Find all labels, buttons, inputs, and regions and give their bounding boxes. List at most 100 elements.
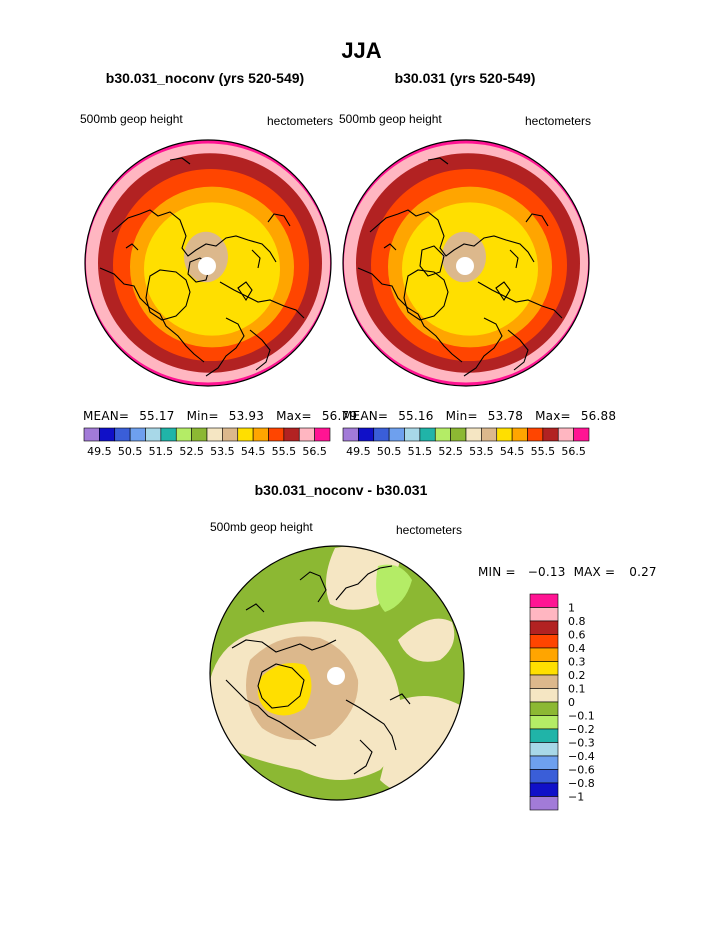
panel1-colorbar-box	[160, 427, 177, 442]
panel2-band-6	[442, 231, 486, 283]
panel3-colorbar-box	[529, 715, 559, 730]
panel2-colorbar-label: 51.5	[408, 445, 433, 458]
panel3-colorbar-box	[529, 782, 559, 797]
panel1-colorbar-box	[175, 427, 192, 442]
panel2-title: b30.031 (yrs 520-549)	[394, 70, 536, 86]
panel1-colorbar	[83, 427, 331, 442]
panel2-colorbar-labels: 49.5 50.5 51.5 52.5 53.5 54.5 55.5 56.5	[346, 445, 586, 458]
panel1-colorbar-label: 50.5	[118, 445, 143, 458]
panel1-colorbar-box	[283, 427, 300, 442]
panel3-colorbar-label: −0.6	[568, 764, 595, 777]
panel1-colorbar-label: 53.5	[210, 445, 235, 458]
panel1-colorbar-label: 55.5	[272, 445, 297, 458]
panel2-colorbar-box	[465, 427, 482, 442]
panel2-min-label: Min=	[445, 409, 478, 423]
panel3-left-label: 500mb geop height	[210, 520, 313, 534]
panel3-colorbar-box	[529, 728, 559, 743]
panel2-colorbar-box	[434, 427, 451, 442]
panel3-colorbar-box	[529, 647, 559, 662]
panel3-min-label: MIN =	[478, 565, 516, 579]
panel3-colorbar-box	[529, 634, 559, 649]
panel3-max-value: 0.27	[629, 565, 657, 579]
panel1-band-6	[184, 231, 228, 283]
panel2-colorbar-box	[388, 427, 405, 442]
panel2-stats: MEAN= 55.16 Min= 53.78 Max= 56.88	[342, 409, 616, 423]
panel3-title: b30.031_noconv - b30.031	[254, 482, 428, 498]
panel2-left-label: 500mb geop height	[339, 112, 442, 126]
panel1-max-label: Max=	[276, 409, 312, 423]
panel3-colorbar-label: 0.2	[568, 669, 586, 682]
panel3-colorbar-box	[529, 701, 559, 716]
panel2-colorbar-box	[527, 427, 544, 442]
panel2-colorbar-box	[404, 427, 421, 442]
panel2-max-label: Max=	[535, 409, 571, 423]
panel2-colorbar-label: 54.5	[500, 445, 525, 458]
panel3-colorbar-label: −0.8	[568, 777, 595, 790]
panel1-min-label: Min=	[186, 409, 219, 423]
panel1-mean-label: MEAN=	[83, 409, 130, 423]
panel3-region-max-positive	[257, 663, 312, 716]
panel2-colorbar-box	[511, 427, 528, 442]
panel3-colorbar-box	[529, 755, 559, 770]
panel2-colorbar-box	[573, 427, 590, 442]
panel1-left-label: 500mb geop height	[80, 112, 183, 126]
panel1-min-value: 53.93	[228, 409, 265, 423]
panel2-colorbar-box	[496, 427, 513, 442]
panel2-mean-value: 55.16	[398, 409, 434, 423]
panel1-max-value: 56.79	[321, 409, 358, 423]
panel2-colorbar-box	[557, 427, 574, 442]
panel1-coastlines	[99, 157, 305, 377]
panel2-colorbar-label: 52.5	[438, 445, 463, 458]
panel2-colorbar-box	[450, 427, 467, 442]
figure-title: JJA	[341, 38, 382, 63]
panel3-colorbar-box	[529, 661, 559, 676]
panel1-right-label: hectometers	[267, 114, 334, 128]
panel2-colorbar-box	[542, 427, 559, 442]
panel1-colorbar-label: 54.5	[241, 445, 266, 458]
panel3-colorbar-label: 0.1	[568, 683, 586, 696]
panel2-max-value: 56.88	[580, 409, 617, 423]
panel3-coastlines	[225, 565, 411, 775]
panel3-colorbar-box	[529, 607, 559, 622]
panel2-colorbar-box	[358, 427, 375, 442]
panel3-colorbar	[529, 593, 559, 811]
panel3-colorbar-labels: 10.80.60.40.30.20.10−0.1−0.2−0.3−0.4−0.6…	[568, 602, 595, 804]
panel1-stats: MEAN= 55.17 Min= 53.93 Max= 56.79	[83, 409, 357, 423]
panel2-colorbar-label: 49.5	[346, 445, 371, 458]
panel3-colorbar-label: 0.6	[568, 629, 586, 642]
panel2-right-label: hectometers	[525, 114, 592, 128]
panel2-colorbar-label: 53.5	[469, 445, 494, 458]
panel3-region-neutral-east	[398, 618, 455, 662]
panel2-min-value: 53.78	[487, 409, 524, 423]
panel3-colorbar-label: 0.3	[568, 656, 586, 669]
panel2-colorbar-box	[419, 427, 436, 442]
panel3-colorbar-label: 0.4	[568, 642, 586, 655]
panel2-mean-label: MEAN=	[342, 409, 389, 423]
panel2-coastlines	[357, 157, 563, 377]
panel2-colorbar-label: 50.5	[377, 445, 402, 458]
panel2-colorbar-box	[373, 427, 390, 442]
panel2-colorbar-box	[481, 427, 498, 442]
panel3-colorbar-box	[529, 674, 559, 689]
panel1-colorbar-box	[145, 427, 162, 442]
panel3-colorbar-label: 1	[568, 602, 575, 615]
panel1-title: b30.031_noconv (yrs 520-549)	[105, 70, 305, 86]
panel3-region-slight-negative	[376, 564, 412, 612]
panel2-colorbar	[342, 427, 590, 442]
panel3-colorbar-box	[529, 742, 559, 757]
panel1-colorbar-box	[314, 427, 331, 442]
panel3-max-label: MAX =	[573, 565, 616, 579]
panel3-stats: MIN = −0.13 MAX = 0.27	[478, 565, 657, 579]
panel3-colorbar-box	[529, 796, 559, 811]
panel3-map	[209, 545, 465, 801]
panel3-colorbar-label: −0.3	[568, 737, 595, 750]
panel1-colorbar-label: 51.5	[149, 445, 174, 458]
panel3-colorbar-label: −0.2	[568, 723, 595, 736]
panel1-colorbar-box	[298, 427, 315, 442]
panel1-colorbar-box	[206, 427, 223, 442]
panel3-colorbar-label: 0	[568, 696, 575, 709]
panel3-colorbar-label: 0.8	[568, 615, 586, 628]
panel3-colorbar-box	[529, 769, 559, 784]
panel1-colorbar-box	[237, 427, 254, 442]
